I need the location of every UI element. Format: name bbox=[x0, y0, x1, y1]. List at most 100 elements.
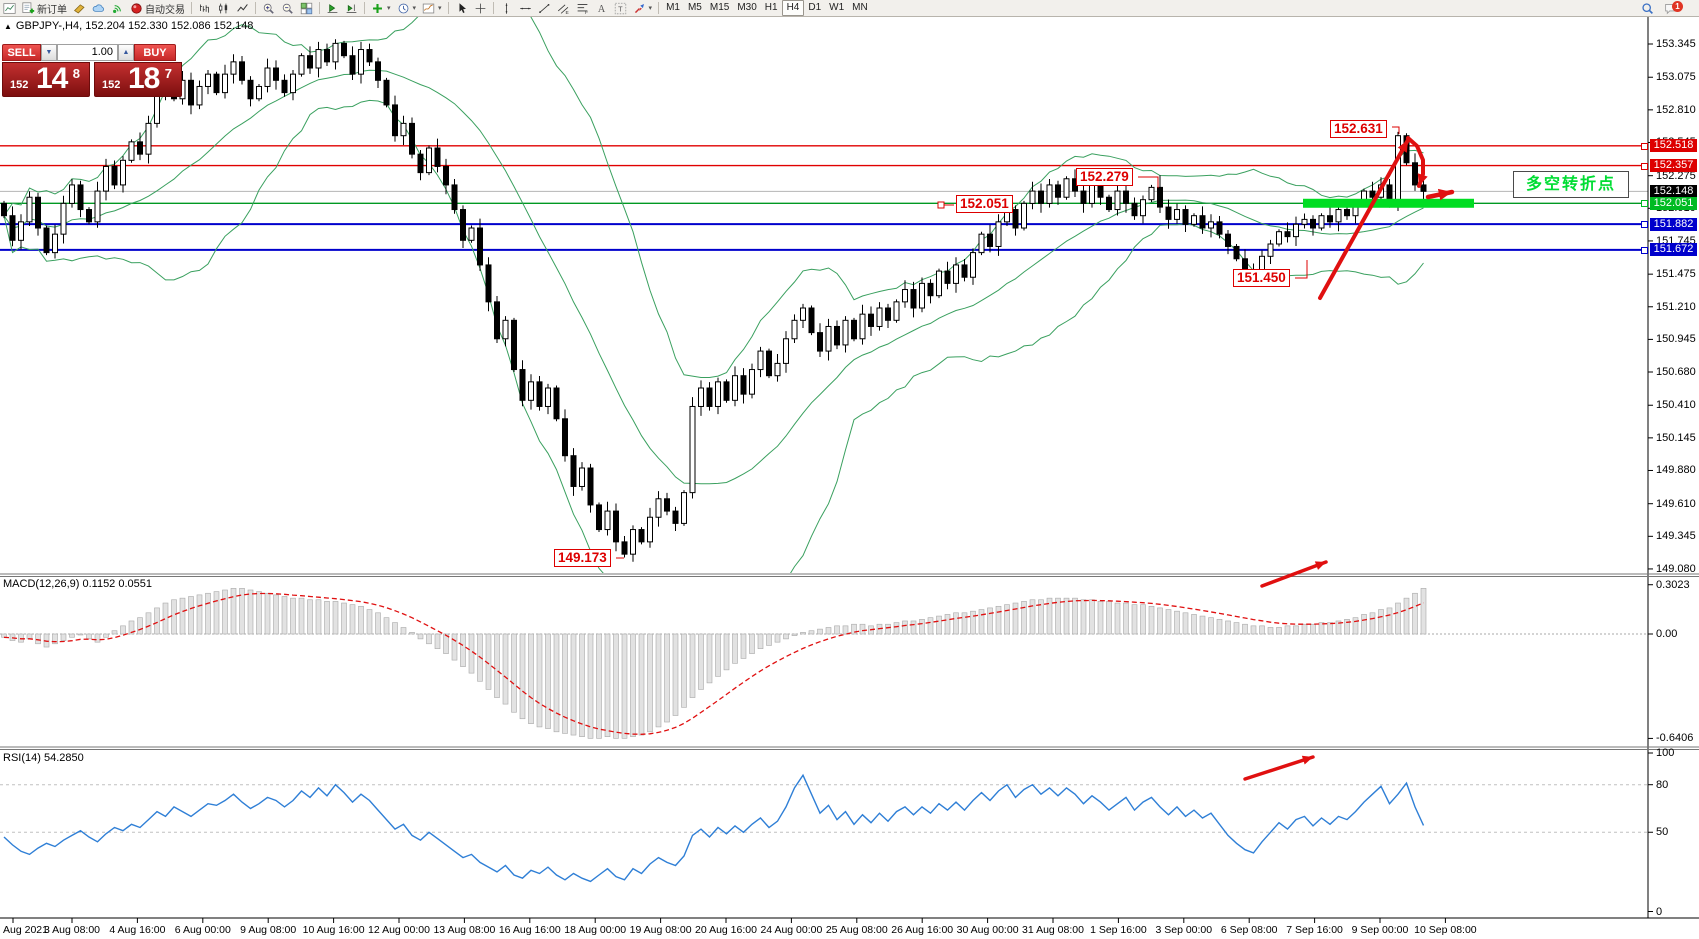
templates-icon[interactable]: ▾ bbox=[419, 1, 445, 16]
new-order-label: 新订单 bbox=[37, 4, 67, 16]
price-line-label: 151.672 bbox=[1650, 243, 1697, 257]
toolbar-right: 1 bbox=[1638, 0, 1699, 16]
candle-chart-icon[interactable] bbox=[214, 1, 233, 16]
time-axis-label: 3 Aug 08:00 bbox=[44, 924, 100, 936]
volume-increase-button[interactable]: ▲ bbox=[118, 44, 134, 61]
sell-price-display[interactable]: 152 14 8 bbox=[2, 62, 90, 97]
toolbar-buttons: 新订单 自动交易 ▾ ▾ ▾ E F A T ▾ bbox=[0, 1, 662, 16]
toolbar-separator bbox=[255, 2, 256, 14]
trendline-icon[interactable] bbox=[535, 1, 554, 16]
bar-chart-icon[interactable] bbox=[195, 1, 214, 16]
line-anchor-square[interactable] bbox=[1641, 221, 1648, 229]
price-annotation-label[interactable]: 149.173 bbox=[554, 549, 611, 567]
svg-text:T: T bbox=[618, 4, 623, 13]
time-axis-label: 4 Aug 16:00 bbox=[109, 924, 165, 936]
time-axis-label: 1 Sep 16:00 bbox=[1090, 924, 1147, 936]
hline-icon[interactable] bbox=[516, 1, 535, 16]
price-tick: 150.145 bbox=[1656, 431, 1696, 444]
timeframe-m15[interactable]: M15 bbox=[709, 2, 730, 13]
indicators-icon[interactable]: ▾ bbox=[368, 1, 394, 16]
signal-icon[interactable] bbox=[108, 1, 127, 16]
auto-scroll-icon[interactable] bbox=[323, 1, 342, 16]
dropdown-caret-icon[interactable]: ▾ bbox=[387, 5, 391, 12]
price-tick: 153.345 bbox=[1656, 38, 1696, 50]
chat-icon[interactable]: 1 bbox=[1661, 0, 1693, 16]
chart-title-text: GBPJPY-,H4, 152.204 152.330 152.086 152.… bbox=[15, 20, 254, 32]
dropdown-caret-icon[interactable]: ▾ bbox=[412, 5, 417, 12]
sell-price-whole: 152 bbox=[10, 79, 29, 91]
dropdown-caret-icon[interactable]: ▾ bbox=[648, 5, 653, 12]
time-axis-label: 18 Aug 00:00 bbox=[564, 924, 626, 936]
cursor-icon[interactable] bbox=[452, 1, 471, 16]
cloud-icon[interactable] bbox=[89, 1, 108, 16]
support-highlight-band bbox=[1303, 198, 1474, 208]
eraser-icon[interactable] bbox=[70, 1, 89, 16]
price-tick: 152.275 bbox=[1656, 169, 1696, 182]
price-tick: 151.475 bbox=[1656, 268, 1696, 281]
timeframe-w1[interactable]: W1 bbox=[829, 2, 845, 13]
new-order-icon[interactable]: 新订单 bbox=[19, 1, 70, 16]
timeframe-mn[interactable]: MN bbox=[852, 2, 868, 13]
timeframe-d1[interactable]: D1 bbox=[808, 2, 822, 13]
volume-decrease-button[interactable]: ▼ bbox=[41, 44, 57, 61]
toolbar-separator bbox=[319, 2, 320, 14]
rsi-tick: 0 bbox=[1656, 905, 1663, 918]
price-tick: 151.210 bbox=[1656, 300, 1696, 313]
channel-icon[interactable]: E bbox=[554, 1, 573, 16]
text-label-icon[interactable]: T bbox=[611, 1, 630, 16]
buy-price-display[interactable]: 152 18 7 bbox=[94, 62, 182, 97]
svg-text:F: F bbox=[584, 9, 587, 14]
crosshair-icon[interactable] bbox=[471, 1, 490, 16]
dropdown-caret-icon[interactable]: ▾ bbox=[438, 5, 442, 12]
timeframe-h1[interactable]: H1 bbox=[764, 2, 778, 13]
price-tick: 152.810 bbox=[1656, 103, 1696, 116]
line-chart-icon[interactable] bbox=[233, 1, 252, 16]
periods-icon[interactable]: ▾ bbox=[394, 1, 420, 16]
rsi-tick: 100 bbox=[1656, 747, 1675, 759]
timeframe-m5[interactable]: M5 bbox=[687, 2, 702, 13]
price-annotation-label[interactable]: 152.631 bbox=[1330, 120, 1387, 138]
text-icon[interactable]: A bbox=[592, 1, 611, 16]
auto-trading-label: 自动交易 bbox=[145, 4, 185, 16]
line-anchor-square[interactable] bbox=[1641, 162, 1648, 170]
timeframe-m1[interactable]: M1 bbox=[666, 2, 680, 13]
chart-shift-icon[interactable] bbox=[342, 1, 361, 16]
toolbar-separator bbox=[364, 2, 365, 14]
vline-icon[interactable] bbox=[497, 1, 516, 16]
price-tick: 153.075 bbox=[1656, 71, 1696, 84]
arrows-icon[interactable]: ▾ bbox=[630, 1, 656, 16]
rsi-panel bbox=[0, 773, 1648, 883]
timeframe-m30[interactable]: M30 bbox=[737, 2, 757, 13]
line-anchor-square[interactable] bbox=[1641, 200, 1648, 208]
timeframe-toolbar: M1 M5 M15 M30 H1 H4 D1 W1 MN bbox=[662, 0, 872, 16]
timeframe-h4[interactable]: H4 bbox=[781, 0, 805, 16]
price-annotation-label[interactable]: 152.051 bbox=[956, 195, 1013, 213]
zoom-in-icon[interactable] bbox=[259, 1, 278, 16]
sell-button[interactable]: SELL bbox=[2, 44, 41, 61]
time-axis-label: Aug 2021 bbox=[3, 924, 48, 936]
zoom-out-icon[interactable] bbox=[278, 1, 297, 16]
time-axis-label: 13 Aug 08:00 bbox=[433, 924, 495, 936]
price-annotation-label[interactable]: 151.450 bbox=[1233, 269, 1290, 287]
time-axis-label: 9 Sep 00:00 bbox=[1352, 924, 1409, 936]
volume-input[interactable]: 1.00 bbox=[57, 44, 118, 61]
line-anchor-square[interactable] bbox=[1641, 246, 1648, 254]
macd-panel bbox=[0, 588, 1648, 739]
fibonacci-icon[interactable]: F bbox=[573, 1, 592, 16]
time-axis-label: 9 Aug 08:00 bbox=[240, 924, 296, 936]
buy-button[interactable]: BUY bbox=[134, 44, 176, 61]
notification-badge: 1 bbox=[1672, 0, 1683, 12]
line-anchor-square[interactable] bbox=[1641, 142, 1648, 150]
time-axis-label: 25 Aug 08:00 bbox=[826, 924, 888, 936]
tile-windows-icon[interactable] bbox=[297, 1, 316, 16]
time-axis-label: 6 Sep 08:00 bbox=[1221, 924, 1278, 936]
time-axis-label: 3 Sep 00:00 bbox=[1155, 924, 1212, 936]
collapse-triangle-icon[interactable]: ▲ bbox=[4, 21, 12, 31]
search-icon[interactable] bbox=[1638, 1, 1657, 16]
auto-trading-icon[interactable]: 自动交易 bbox=[127, 1, 188, 16]
price-annotation-label[interactable]: 152.279 bbox=[1076, 168, 1133, 186]
macd-tick: 0.3023 bbox=[1656, 578, 1690, 591]
note-annotation[interactable]: 多空转折点 bbox=[1513, 171, 1629, 198]
macd-tick: -0.6406 bbox=[1656, 732, 1694, 745]
